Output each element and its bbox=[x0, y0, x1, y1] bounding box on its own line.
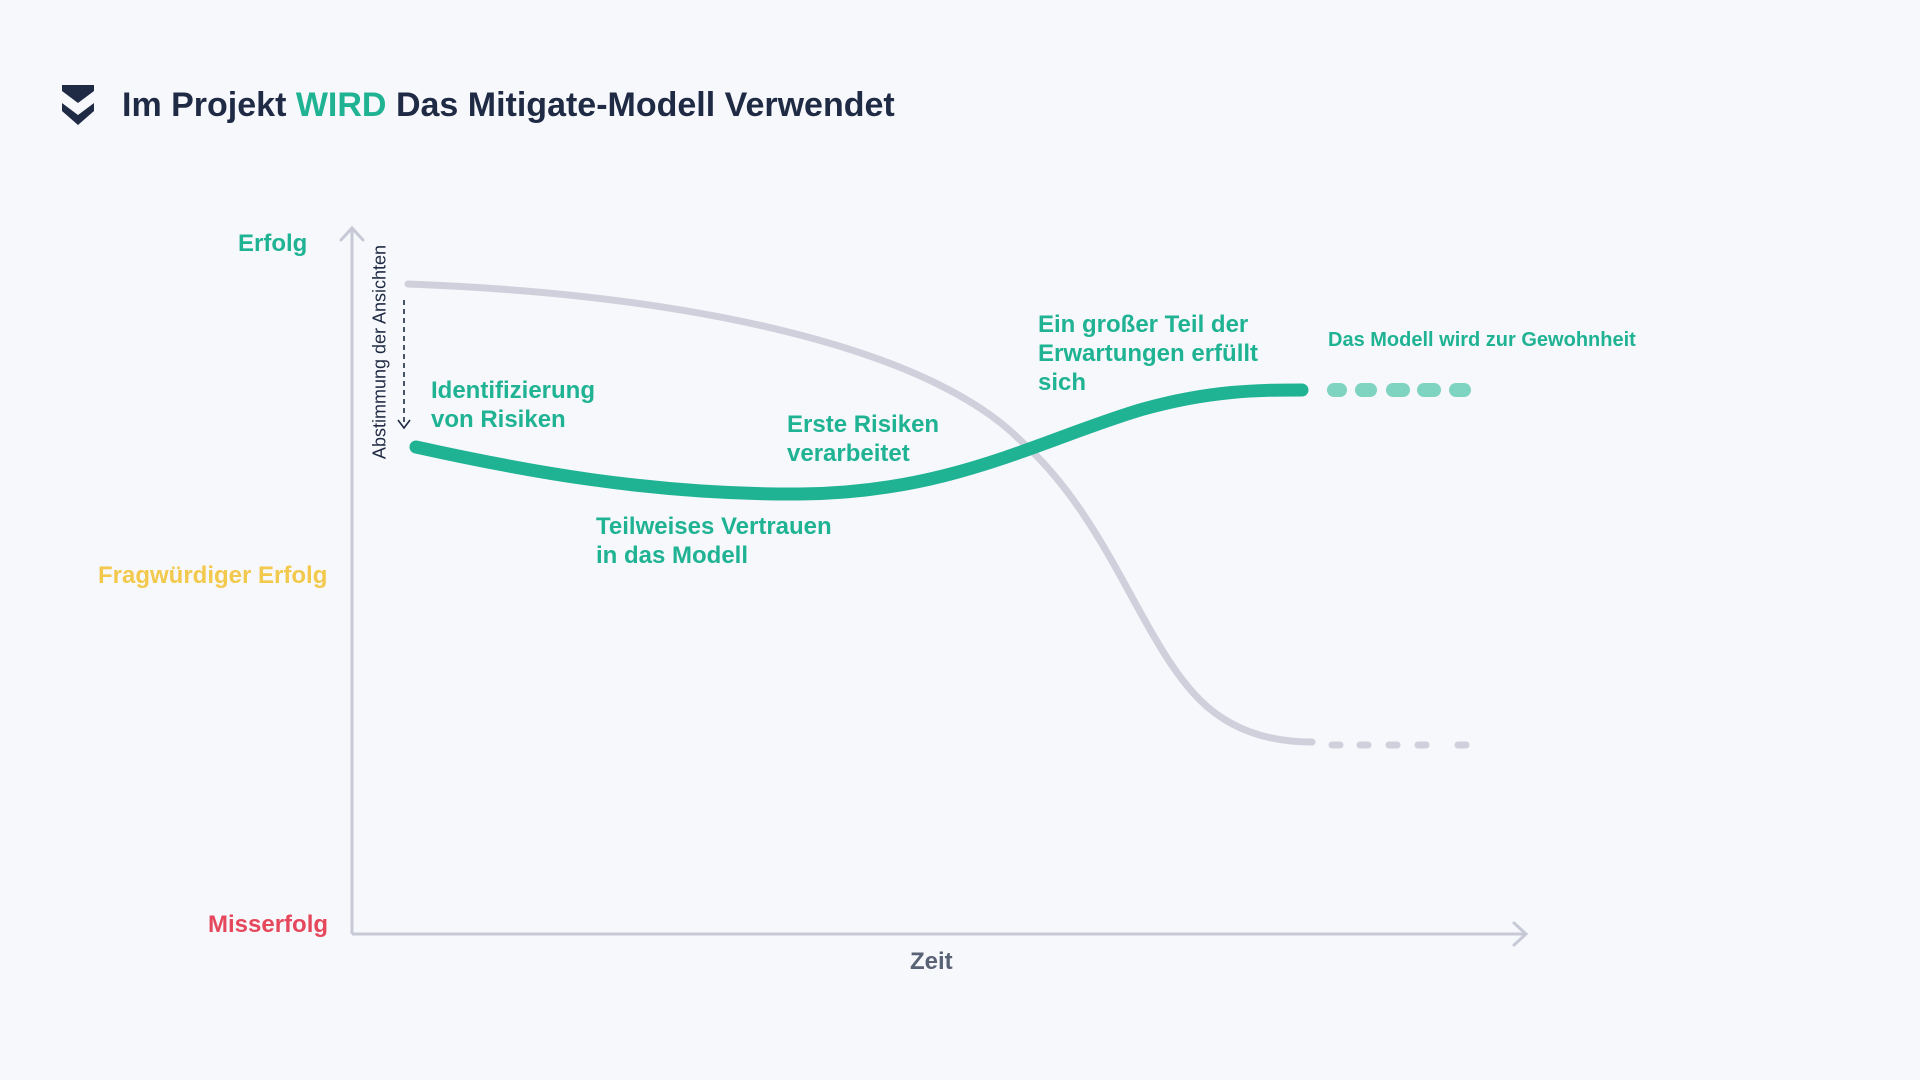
annotation-line: von Risiken bbox=[431, 406, 566, 433]
title-part-1: Im Projekt bbox=[122, 85, 296, 124]
annotation-expectations: Ein großer Teil der Erwartungen erfüllt … bbox=[1038, 310, 1258, 397]
title-accent: WIRD bbox=[295, 85, 387, 124]
annotation-line: verarbeitet bbox=[787, 440, 910, 467]
green-curve bbox=[409, 383, 1309, 501]
annotation-habit: Das Modell wird zur Gewohnheit bbox=[1328, 329, 1636, 351]
y-label-failure: Misserfolg bbox=[208, 911, 329, 938]
annotation-line: Erste Risiken bbox=[787, 411, 940, 438]
annotation-partial-trust: Teilweises Vertrauen in das Modell bbox=[596, 512, 832, 570]
title-part-2: Das Mitigate-Modell Verwendet bbox=[386, 85, 895, 124]
annotation-line: Erwartungen erfüllt bbox=[1038, 340, 1259, 367]
double-chevron-down-icon bbox=[62, 85, 94, 125]
y-label-success: Erfolg bbox=[238, 230, 308, 257]
annotation-line: Identifizierung bbox=[431, 377, 595, 404]
annotation-identification: Identifizierung von Risiken bbox=[431, 376, 595, 434]
x-axis-arrow bbox=[1512, 921, 1529, 947]
y-label-questionable: Fragwürdiger Erfolg bbox=[98, 562, 328, 589]
annotation-line: in das Modell bbox=[596, 542, 749, 569]
page-title: Im Projekt WIRD Das Mitigate-Modell Verw… bbox=[122, 86, 895, 125]
alignment-arrow-head bbox=[397, 419, 411, 430]
alignment-label: Abstimmung der Ansichten bbox=[369, 244, 390, 460]
y-axis-arrow bbox=[339, 225, 365, 242]
grey-curve bbox=[404, 280, 1316, 746]
x-axis-label: Zeit bbox=[910, 948, 953, 975]
header: Im Projekt WIRD Das Mitigate-Modell Verw… bbox=[60, 80, 895, 130]
annotation-line: sich bbox=[1038, 369, 1087, 396]
annotation-line: Teilweises Vertrauen bbox=[596, 513, 832, 540]
annotation-line: Ein großer Teil der bbox=[1038, 311, 1249, 338]
annotation-first-risks: Erste Risiken verarbeitet bbox=[787, 410, 939, 468]
